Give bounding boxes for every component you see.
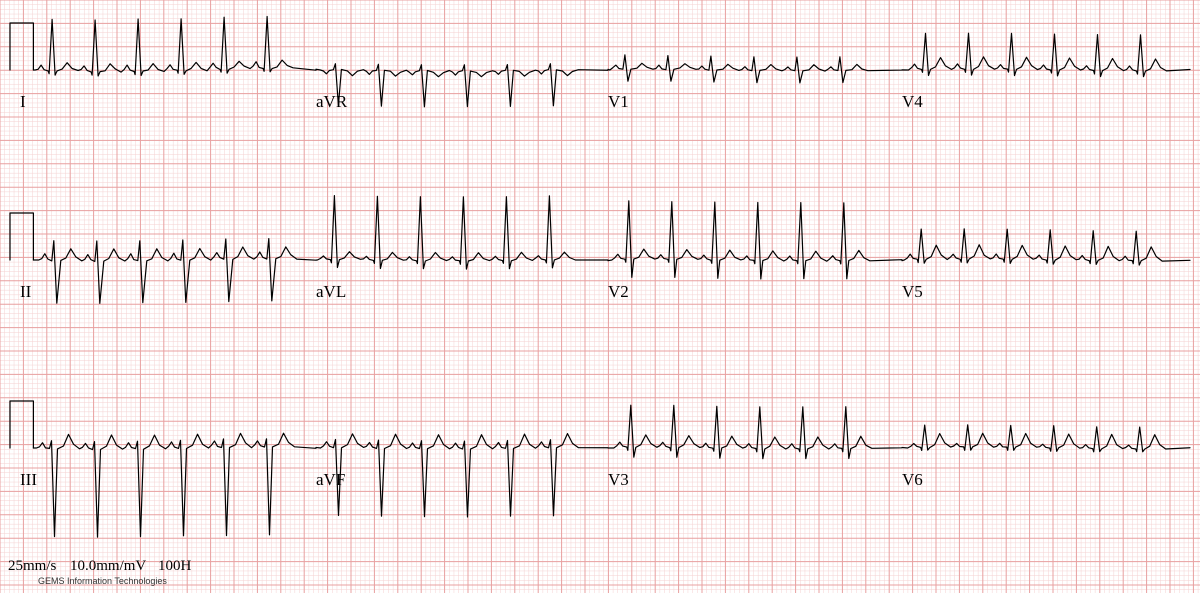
lead-label-v1: V1: [608, 92, 629, 112]
lead-label-i: I: [20, 92, 26, 112]
ecg-strip: IaVR V1 V4 II aVL V2 V5 III aVF V3 V6 25mm/s 10.0m…: [0, 0, 1200, 593]
lead-label-ii: II: [20, 282, 31, 302]
lead-label-v5: V5: [902, 282, 923, 302]
lead-label-v4: V4: [902, 92, 923, 112]
lead-label-v3: V3: [608, 470, 629, 490]
lead-label-v6: V6: [902, 470, 923, 490]
lead-label-avf: aVF: [316, 470, 345, 490]
ecg-trace-layer: [0, 0, 1200, 593]
lead-label-iii: III: [20, 470, 37, 490]
lead-label-avr: aVR: [316, 92, 347, 112]
lead-label-v2: V2: [608, 282, 629, 302]
footer-gain: 10.0mm/mV: [70, 558, 146, 575]
footer-filter: 100H: [158, 558, 191, 575]
lead-label-avl: aVL: [316, 282, 346, 302]
footer-device: GEMS Information Technologies: [38, 576, 167, 586]
footer-speed: 25mm/s: [8, 558, 56, 575]
